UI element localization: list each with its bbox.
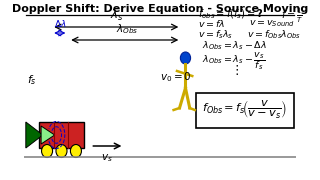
- Text: $f = \frac{1}{T}$: $f = \frac{1}{T}$: [281, 7, 302, 25]
- Text: $\lambda_{Obs} = \lambda_s - \Delta\lambda$: $\lambda_{Obs} = \lambda_s - \Delta\lamb…: [203, 39, 268, 51]
- Text: $v = f\lambda$: $v = f\lambda$: [198, 18, 226, 29]
- Text: $f_{obs} = f(f_s) = \mathbf{?}$: $f_{obs} = f(f_s) = \mathbf{?}$: [198, 7, 264, 21]
- Circle shape: [70, 145, 82, 158]
- Text: $\vdots$: $\vdots$: [230, 63, 239, 77]
- Text: $v_s$: $v_s$: [101, 152, 113, 164]
- Circle shape: [180, 52, 191, 64]
- Bar: [39, 122, 84, 148]
- Text: $\Delta\lambda$: $\Delta\lambda$: [53, 18, 66, 29]
- Text: $v_0=0$: $v_0=0$: [160, 70, 192, 84]
- Text: $\lambda_s$: $\lambda_s$: [110, 8, 124, 23]
- Text: $f_{Obs} = f_s\!\left(\dfrac{v}{v - v_s}\right)$: $f_{Obs} = f_s\!\left(\dfrac{v}{v - v_s}…: [202, 98, 288, 120]
- Text: $v = f_s\lambda_s$: $v = f_s\lambda_s$: [198, 28, 234, 40]
- Text: $f_s$: $f_s$: [27, 73, 36, 87]
- Circle shape: [56, 145, 67, 158]
- Polygon shape: [26, 122, 43, 148]
- Circle shape: [42, 145, 52, 158]
- Text: $v = v_{Sound}$: $v = v_{Sound}$: [249, 18, 295, 28]
- Text: $\lambda_{Obs}$: $\lambda_{Obs}$: [116, 22, 139, 36]
- FancyBboxPatch shape: [196, 93, 294, 127]
- Text: $\lambda_{Obs} = \lambda_s - \dfrac{v_s}{f_s}$: $\lambda_{Obs} = \lambda_s - \dfrac{v_s}…: [203, 50, 266, 72]
- Text: Doppler Shift: Derive Equation - Source Moving: Doppler Shift: Derive Equation - Source …: [12, 4, 308, 14]
- Polygon shape: [41, 126, 55, 144]
- Text: $v = f_{Obs}\lambda_{Obs}$: $v = f_{Obs}\lambda_{Obs}$: [247, 28, 302, 40]
